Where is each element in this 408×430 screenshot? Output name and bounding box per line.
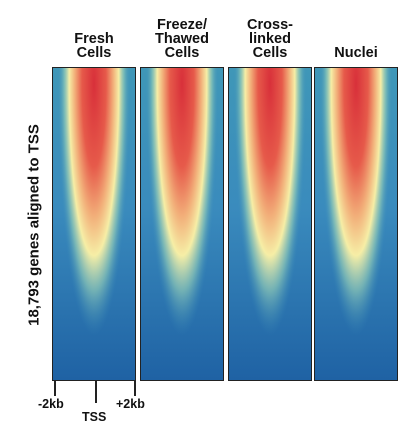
panel-title-line: Thawed <box>155 31 209 47</box>
heatmap-svg <box>315 68 397 380</box>
panel-title-line: Cells <box>252 45 288 61</box>
heatmap-signal <box>229 68 311 380</box>
x-tick-line-left <box>54 381 56 396</box>
panel-title-line: Cross- <box>247 17 293 33</box>
heatmap-svg <box>141 68 223 380</box>
panel-title-2: Cross-linked Cells <box>227 4 313 61</box>
panel-title-line: Freeze/ <box>157 17 207 33</box>
panel-title-line: Cells <box>76 45 112 61</box>
panel-title-0: Fresh Cells <box>51 4 137 61</box>
heatmap-signal <box>141 68 223 380</box>
y-axis-label: 18,793 genes aligned to TSS <box>25 124 43 326</box>
x-tick-line-right <box>134 381 136 396</box>
heatmap-panel-0 <box>52 67 136 381</box>
heatmap-svg <box>53 68 135 380</box>
x-tick-label-minus2kb: -2kb <box>38 397 64 411</box>
heatmap-panel-3 <box>314 67 398 381</box>
heatmap-panel-2 <box>228 67 312 381</box>
panel-title-line: Nuclei <box>334 45 378 61</box>
heatmap-signal <box>53 68 135 380</box>
x-tick-label-tss: TSS <box>82 410 107 424</box>
panel-title-line: Cells <box>164 45 200 61</box>
heatmap-svg <box>229 68 311 380</box>
panel-title-line: Fresh <box>74 31 114 47</box>
panel-title-1: Freeze/Thawed Cells <box>139 4 225 61</box>
heatmap-panel-1 <box>140 67 224 381</box>
x-tick-line-tss <box>95 381 97 403</box>
heatmap-signal <box>315 68 397 380</box>
panel-title-line: linked <box>249 31 291 47</box>
panel-title-3: Nuclei <box>313 4 399 61</box>
x-tick-label-plus2kb: +2kb <box>116 397 145 411</box>
